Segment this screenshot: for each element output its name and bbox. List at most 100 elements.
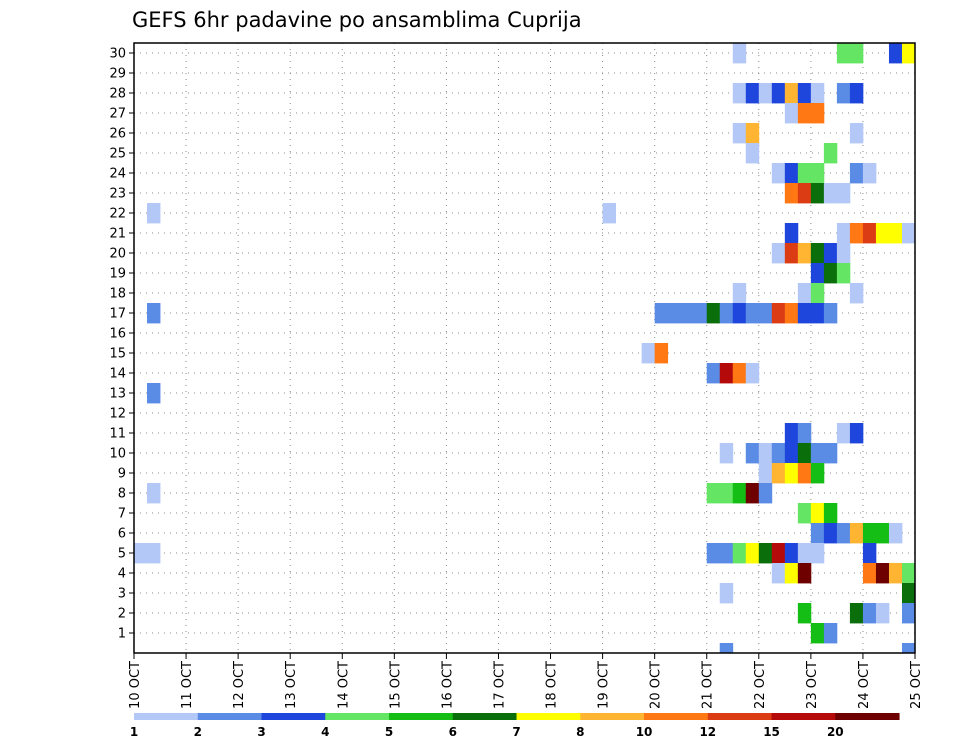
heatmap-cell [758,483,773,504]
y-tick-label: 6 [118,527,126,542]
heatmap-cell [810,243,825,264]
heatmap-cell [836,263,851,284]
y-tick-label: 22 [109,207,126,222]
heatmap-cell [849,523,864,544]
heatmap-cell [706,483,721,504]
y-tick-label: 21 [109,227,126,242]
heatmap-cell [849,223,864,244]
heatmap-cell [810,303,825,324]
heatmap-cell [810,623,825,644]
heatmap-cell [147,303,161,324]
heatmap-cell [758,83,773,104]
x-tick-label: 13 OCT [284,661,299,709]
heatmap-cell [836,223,851,244]
heatmap-cell [823,143,838,164]
heatmap-cell [732,483,747,504]
colorbar-legend: 1 2 3 4 5 6 7 8 10 12 15 20 [130,713,900,739]
heatmap-cell [888,43,903,64]
heatmap-cell [745,83,760,104]
heatmap-cell [836,523,851,544]
heatmap-cell [719,363,734,384]
heatmap-cell [784,443,799,464]
colorbar-swatch [835,713,900,720]
x-axis: 10 OCT 11 OCT 12 OCT 13 OCT 14 OCT 15 OCT 16 O… [128,653,924,709]
heatmap-cell [849,43,864,64]
heatmap-cell [836,243,851,264]
heatmap-cell [849,603,864,624]
x-tick-label: 16 OCT [440,661,455,709]
heatmap-cell [797,603,812,624]
y-tick-label: 27 [109,107,126,122]
y-tick-label: 29 [109,67,126,82]
y-tick-label: 24 [109,167,126,182]
heatmap-cell [797,543,812,564]
heatmap-cell [875,603,890,624]
heatmap-cell [823,183,838,204]
heatmap-cell [758,303,773,324]
heatmap-cell [745,543,760,564]
y-tick-label: 19 [109,267,126,282]
y-tick-label: 1 [118,627,126,642]
heatmap-cell [147,383,161,404]
colorbar-label: 4 [321,725,329,739]
heatmap-cell [901,603,916,624]
x-tick-label: 18 OCT [545,661,560,709]
heatmap-cell [784,423,799,444]
heatmap-cell [823,503,838,524]
heatmap-cell [797,303,812,324]
heatmap-cell [849,283,864,304]
chart-title: GEFS 6hr padavine po ansamblima Cuprija [132,8,582,32]
heatmap-cell [849,123,864,144]
heatmap-cell [862,163,877,184]
heatmap-cell [810,503,825,524]
heatmap-cell [823,243,838,264]
grid-layer [134,43,915,653]
heatmap-cell [784,183,799,204]
heatmap-cell [732,543,747,564]
y-tick-label: 18 [109,287,126,302]
y-tick-label: 13 [109,387,126,402]
heatmap-cell [771,83,786,104]
y-tick-label: 12 [109,407,126,422]
colorbar-label: 20 [827,725,844,739]
y-tick-label: 14 [109,367,126,382]
x-tick-label: 12 OCT [232,661,247,709]
y-tick-label: 3 [118,587,126,602]
heatmap-cell [784,563,799,584]
heatmap-cell [797,243,812,264]
heatmap-cell [745,483,760,504]
colorbar-swatch [197,713,263,720]
heatmap-cell [901,643,916,654]
colorbar-label: 3 [257,725,265,739]
colorbar-label: 6 [449,725,457,739]
heatmap-cell [875,523,890,544]
heatmap-cell [147,483,161,504]
x-tick-label: 22 OCT [753,661,768,709]
heatmap-cell [745,303,760,324]
colorbar-swatch [261,713,326,720]
colorbar-swatch [644,713,709,720]
heatmap-cell [758,463,773,484]
plot-frame [133,42,916,654]
heatmap-cell [823,443,838,464]
heatmap-cell [771,463,786,484]
heatmap-cell [849,163,864,184]
heatmap-cell [810,523,825,544]
heatmap-cell [810,443,825,464]
colorbar-swatch [325,713,390,720]
heatmap-cell [836,83,851,104]
heatmap-cell [732,43,747,64]
heatmap-cell [810,183,825,204]
heatmap-cell [771,303,786,324]
heatmap-cell [745,143,760,164]
colorbar-swatch [134,713,199,720]
heatmap-cell [784,103,799,124]
colorbar-swatch [580,713,645,720]
colorbar-label: 12 [699,725,716,739]
x-tick-label: 25 OCT [909,661,924,709]
x-tick-label: 23 OCT [805,661,820,709]
y-tick-label: 9 [118,467,126,482]
heatmap-cell [862,543,877,564]
heatmap-cell [862,523,877,544]
y-tick-label: 4 [118,567,126,582]
